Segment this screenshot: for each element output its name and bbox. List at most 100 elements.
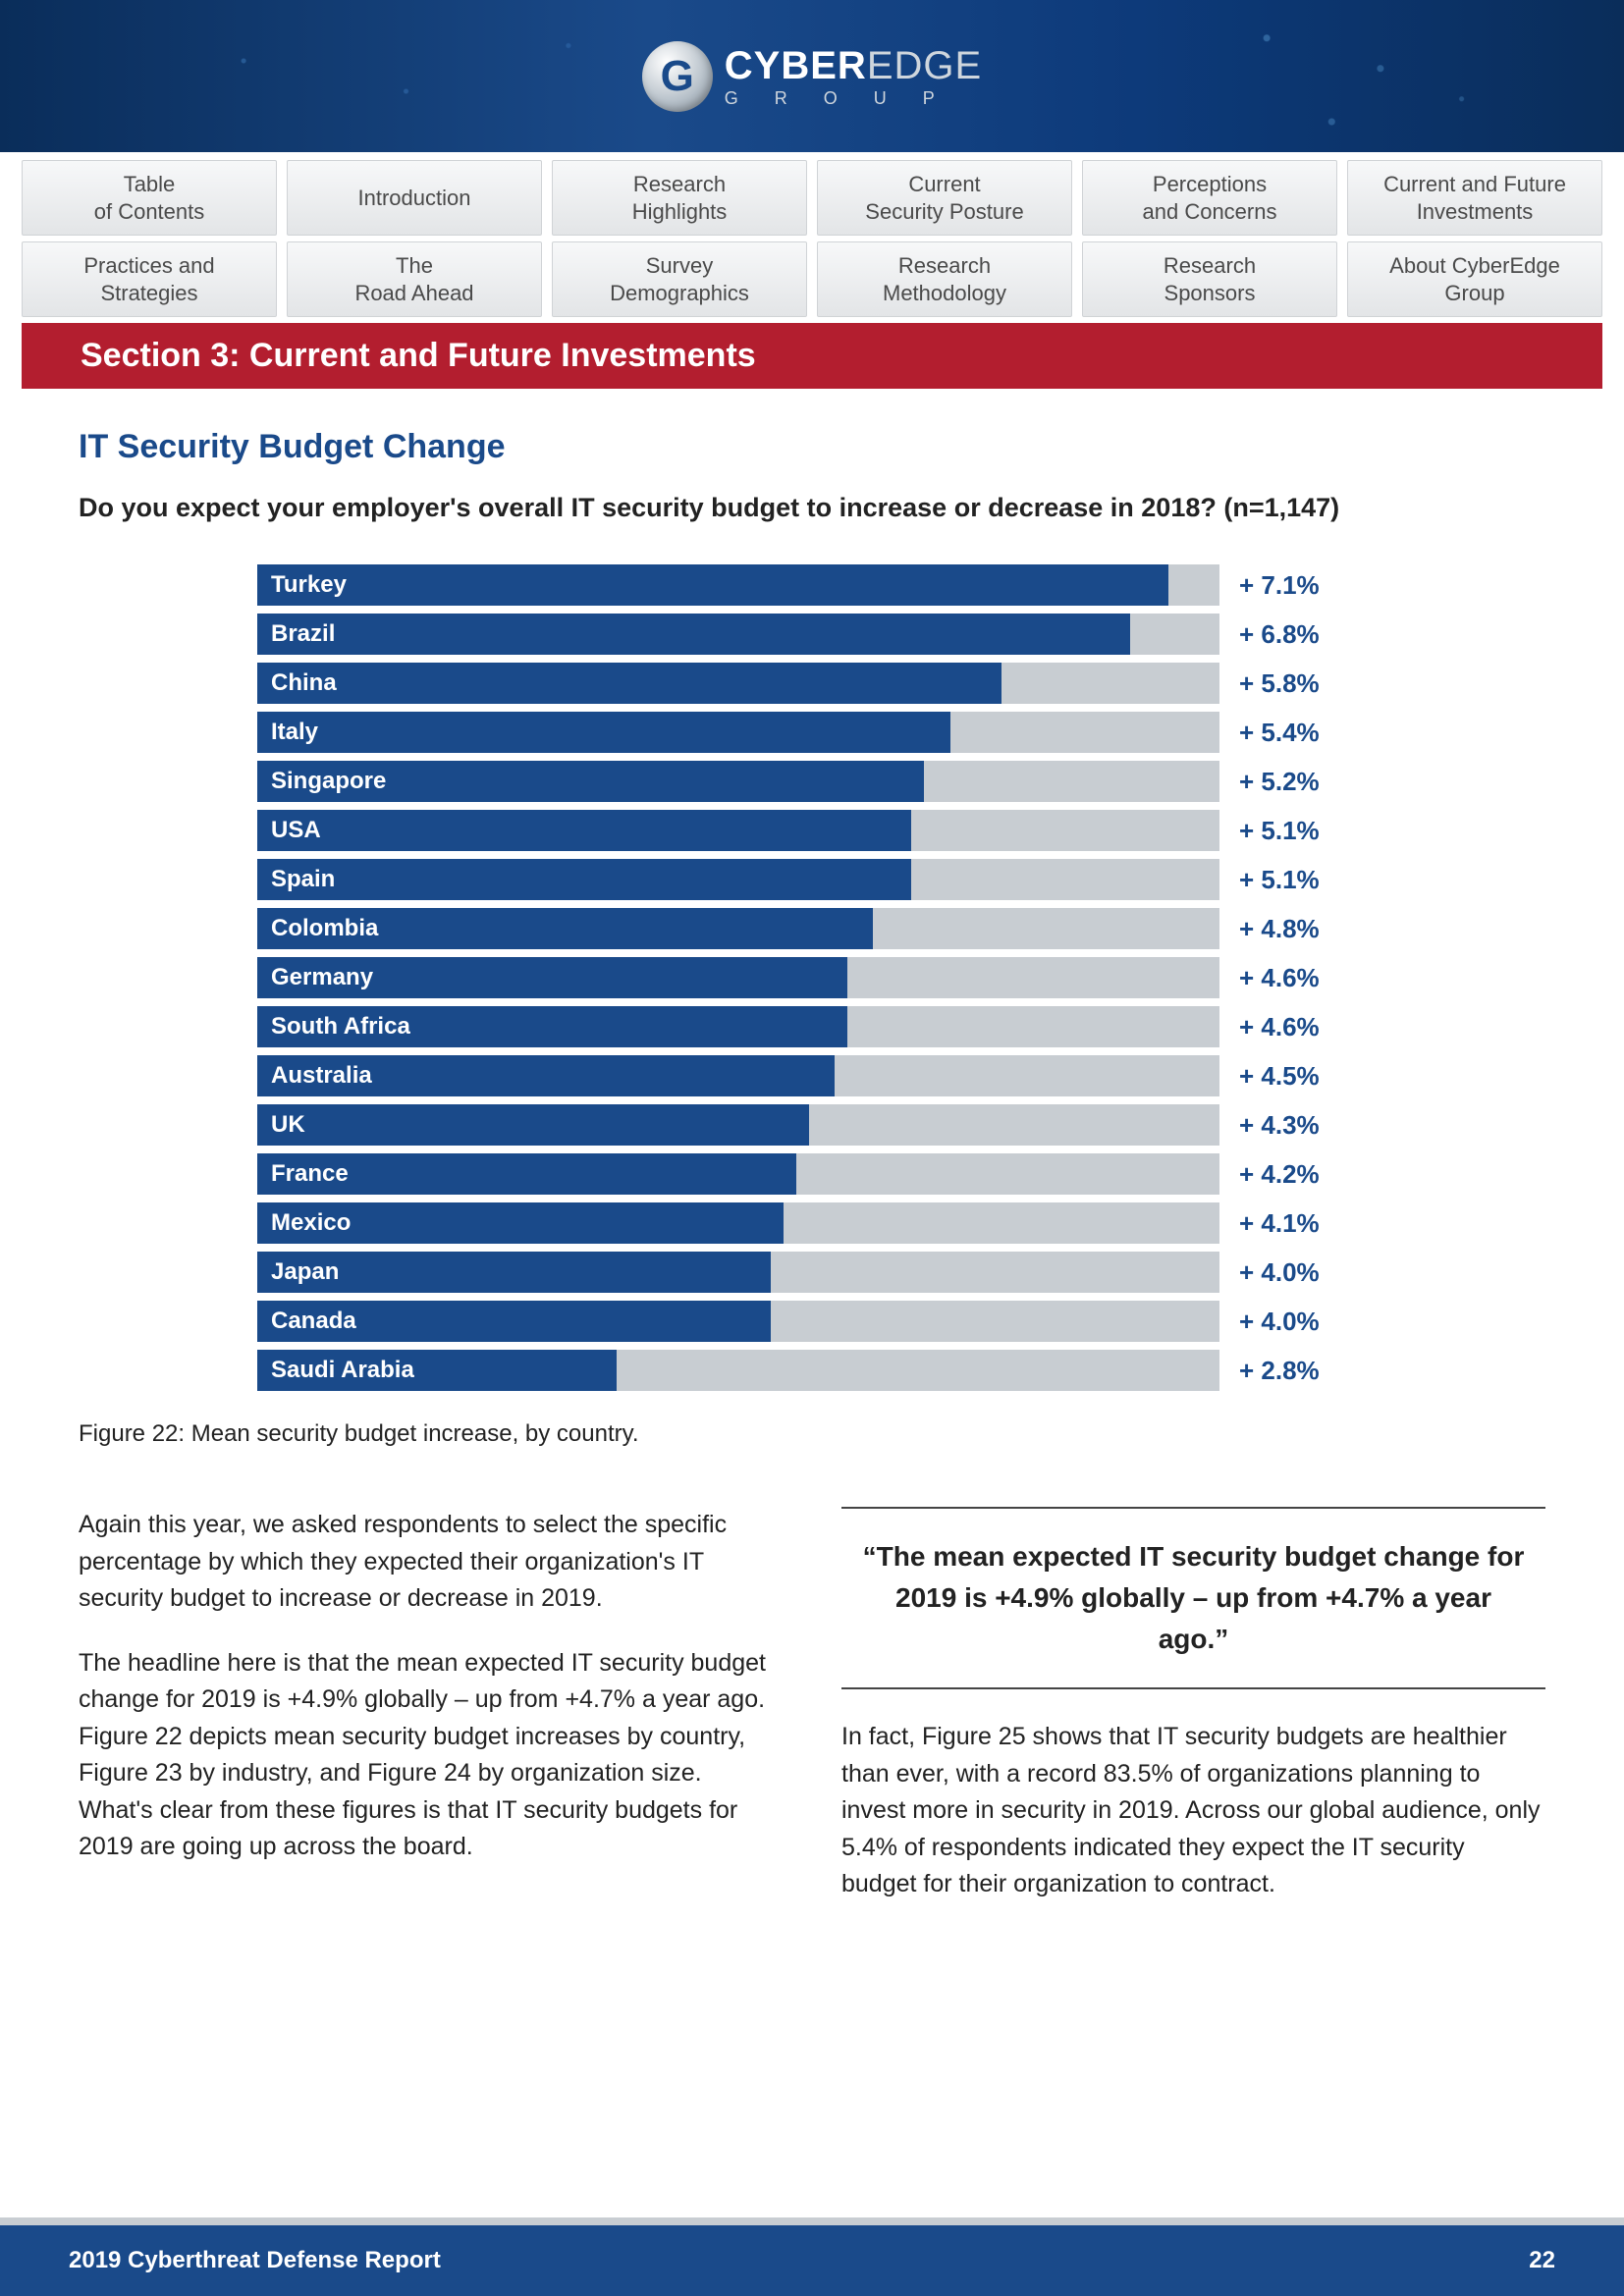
chart-bar: Canada: [257, 1301, 771, 1342]
content: IT Security Budget Change Do you expect …: [0, 389, 1624, 1931]
chart-track: Colombia: [257, 908, 1219, 949]
chart-track: Japan: [257, 1252, 1219, 1293]
chart-value: + 4.6%: [1219, 957, 1367, 998]
chart-value: + 4.0%: [1219, 1252, 1367, 1293]
chart-value: + 4.3%: [1219, 1104, 1367, 1146]
chart-row: South Africa + 4.6%: [257, 1006, 1367, 1047]
chart-row: Italy + 5.4%: [257, 712, 1367, 753]
chart-bar: USA: [257, 810, 911, 851]
chart-value: + 4.5%: [1219, 1055, 1367, 1096]
chart-value: + 5.4%: [1219, 712, 1367, 753]
nav-item[interactable]: Current and FutureInvestments: [1347, 160, 1602, 236]
chart-bar: Australia: [257, 1055, 835, 1096]
chart-row: Japan + 4.0%: [257, 1252, 1367, 1293]
nav-item[interactable]: TheRoad Ahead: [287, 241, 542, 317]
sub-title: IT Security Budget Change: [79, 428, 1545, 466]
chart-value: + 4.6%: [1219, 1006, 1367, 1047]
chart-row: Turkey + 7.1%: [257, 564, 1367, 606]
chart-bar: Singapore: [257, 761, 924, 802]
left-column: Again this year, we asked respondents to…: [79, 1507, 783, 1931]
chart-track: Australia: [257, 1055, 1219, 1096]
budget-chart: Turkey + 7.1% Brazil + 6.8% China + 5.8% Italy…: [257, 564, 1367, 1391]
logo: G CYBEREDGE G R O U P: [642, 41, 982, 112]
nav-item[interactable]: CurrentSecurity Posture: [817, 160, 1072, 236]
chart-row: UK+ 4.3%: [257, 1104, 1367, 1146]
body-columns: Again this year, we asked respondents to…: [79, 1507, 1545, 1931]
chart-track: Italy: [257, 712, 1219, 753]
header-banner: G CYBEREDGE G R O U P: [0, 0, 1624, 152]
chart-track: Germany: [257, 957, 1219, 998]
chart-value: + 7.1%: [1219, 564, 1367, 606]
chart-bar: Mexico: [257, 1202, 784, 1244]
chart-track: South Africa: [257, 1006, 1219, 1047]
chart-track: Singapore: [257, 761, 1219, 802]
right-column: “The mean expected IT security budget ch…: [841, 1507, 1545, 1931]
chart-value: + 2.8%: [1219, 1350, 1367, 1391]
chart-bar: Italy: [257, 712, 950, 753]
figure-caption: Figure 22: Mean security budget increase…: [79, 1420, 1545, 1448]
nav-item[interactable]: Tableof Contents: [22, 160, 277, 236]
chart-row: Brazil + 6.8%: [257, 614, 1367, 655]
nav-row-2: Practices andStrategiesTheRoad AheadSurv…: [22, 241, 1602, 317]
chart-bar: Japan: [257, 1252, 771, 1293]
pull-quote: “The mean expected IT security budget ch…: [841, 1507, 1545, 1689]
chart-row: USA + 5.1%: [257, 810, 1367, 851]
chart-row: Spain + 5.1%: [257, 859, 1367, 900]
chart-value: + 4.2%: [1219, 1153, 1367, 1195]
chart-track: Spain: [257, 859, 1219, 900]
chart-row: China + 5.8%: [257, 663, 1367, 704]
chart-track: Saudi Arabia: [257, 1350, 1219, 1391]
chart-track: Mexico: [257, 1202, 1219, 1244]
footer-page: 22: [1529, 2247, 1555, 2274]
chart-track: China: [257, 663, 1219, 704]
footer-title: 2019 Cyberthreat Defense Report: [69, 2247, 441, 2274]
nav-row-1: Tableof ContentsIntroductionResearchHigh…: [22, 160, 1602, 236]
nav-item[interactable]: Practices andStrategies: [22, 241, 277, 317]
chart-value: + 5.2%: [1219, 761, 1367, 802]
footer: 2019 Cyberthreat Defense Report 22: [0, 2225, 1624, 2296]
chart-bar: Colombia: [257, 908, 873, 949]
nav-item[interactable]: ResearchMethodology: [817, 241, 1072, 317]
chart-row: Germany+ 4.6%: [257, 957, 1367, 998]
chart-bar: Turkey: [257, 564, 1168, 606]
chart-bar: Saudi Arabia: [257, 1350, 617, 1391]
chart-bar: Spain: [257, 859, 911, 900]
chart-row: France + 4.2%: [257, 1153, 1367, 1195]
chart-row: Australia + 4.5%: [257, 1055, 1367, 1096]
chart-track: Turkey: [257, 564, 1219, 606]
chart-value: + 5.1%: [1219, 859, 1367, 900]
left-paragraph-1: Again this year, we asked respondents to…: [79, 1507, 783, 1618]
chart-bar: South Africa: [257, 1006, 847, 1047]
chart-track: USA: [257, 810, 1219, 851]
chart-track: Canada: [257, 1301, 1219, 1342]
chart-value: + 4.1%: [1219, 1202, 1367, 1244]
chart-track: France: [257, 1153, 1219, 1195]
left-paragraph-2: The headline here is that the mean expec…: [79, 1645, 783, 1866]
nav-item[interactable]: Introduction: [287, 160, 542, 236]
chart-value: + 5.1%: [1219, 810, 1367, 851]
nav-item[interactable]: Perceptionsand Concerns: [1082, 160, 1337, 236]
nav-item[interactable]: ResearchHighlights: [552, 160, 807, 236]
chart-row: Singapore + 5.2%: [257, 761, 1367, 802]
logo-letter: G: [661, 52, 694, 101]
logo-name-light: EDGE: [867, 44, 982, 87]
chart-row: Saudi Arabia + 2.8%: [257, 1350, 1367, 1391]
nav-item[interactable]: SurveyDemographics: [552, 241, 807, 317]
logo-sub: G R O U P: [725, 89, 982, 107]
logo-mark: G: [642, 41, 713, 112]
chart-value: + 6.8%: [1219, 614, 1367, 655]
chart-bar: China: [257, 663, 1001, 704]
chart-bar: Brazil: [257, 614, 1130, 655]
chart-row: Mexico + 4.1%: [257, 1202, 1367, 1244]
chart-value: + 4.8%: [1219, 908, 1367, 949]
nav: Tableof ContentsIntroductionResearchHigh…: [0, 152, 1624, 317]
chart-value: + 5.8%: [1219, 663, 1367, 704]
chart-bar: France: [257, 1153, 796, 1195]
nav-item[interactable]: ResearchSponsors: [1082, 241, 1337, 317]
question-text: Do you expect your employer's overall IT…: [79, 490, 1545, 525]
chart-row: Colombia + 4.8%: [257, 908, 1367, 949]
chart-track: UK: [257, 1104, 1219, 1146]
right-paragraph-1: In fact, Figure 25 shows that IT securit…: [841, 1719, 1545, 1903]
nav-item[interactable]: About CyberEdgeGroup: [1347, 241, 1602, 317]
logo-name-bold: CYBER: [725, 44, 867, 87]
